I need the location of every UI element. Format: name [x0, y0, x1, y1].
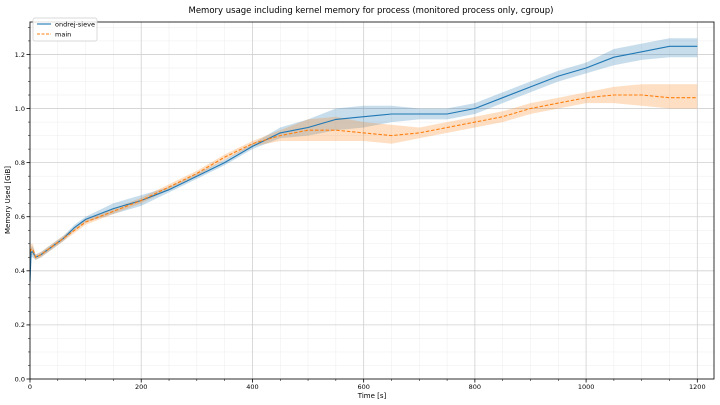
x-axis-label: Time [s]	[357, 392, 387, 400]
y-axis: 0.0 0.2 0.4 0.6 0.8 1.0 1.2	[15, 27, 30, 383]
series-band-1	[30, 84, 698, 260]
y-tick-label: 0.4	[15, 267, 25, 275]
y-tick-label: 0.6	[15, 213, 25, 221]
legend-label-1: main	[55, 30, 71, 38]
plot-area	[29, 21, 715, 380]
x-axis: 0 200 400 600 800 1000 1200	[28, 379, 706, 391]
grid-minor	[30, 22, 714, 379]
y-axis-label: Memory Used [GiB]	[4, 166, 12, 234]
legend-label-0: ondrej-sieve	[55, 20, 95, 28]
y-tick-label: 1.2	[15, 51, 25, 59]
x-tick-label: 600	[357, 383, 369, 391]
y-tick-label: 0.0	[15, 375, 25, 383]
y-tick-label: 0.8	[15, 159, 25, 167]
x-tick-label: 0	[28, 383, 32, 391]
x-tick-label: 200	[135, 383, 147, 391]
plot-frame	[29, 21, 715, 380]
x-tick-label: 800	[469, 383, 481, 391]
chart-title: Memory usage including kernel memory for…	[188, 6, 553, 16]
legend: ondrej-sieve main	[32, 17, 98, 42]
x-tick-label: 400	[246, 383, 258, 391]
x-tick-label: 1200	[689, 383, 706, 391]
y-tick-label: 0.2	[15, 321, 25, 329]
y-tick-label: 1.0	[15, 105, 25, 113]
x-tick-label: 1000	[578, 383, 595, 391]
confidence-bands	[30, 38, 698, 290]
series-lines	[29, 45, 698, 282]
series-line-1	[29, 94, 698, 259]
